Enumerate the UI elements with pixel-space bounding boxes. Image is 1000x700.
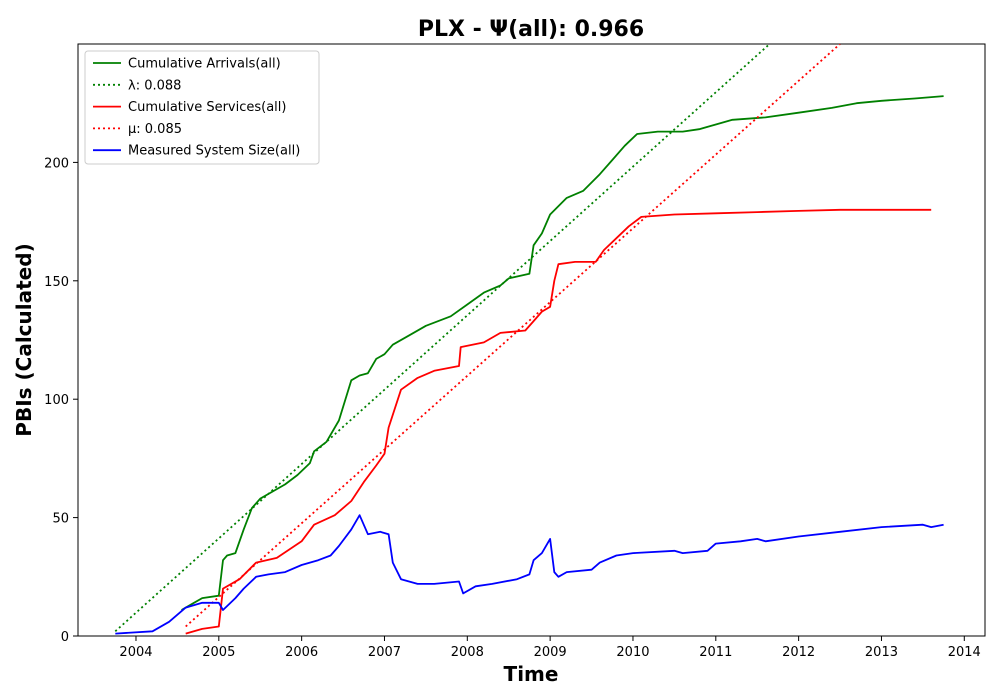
- y-tick-label: 50: [52, 512, 69, 527]
- x-tick-label: 2007: [368, 645, 401, 660]
- chart-title: PLX - Ψ(all): 0.966: [418, 17, 644, 42]
- x-tick-label: 2005: [202, 645, 235, 660]
- series-line-1: [114, 44, 771, 632]
- series-line-2: [185, 208, 932, 635]
- x-tick-label: 2008: [451, 645, 484, 660]
- y-axis-label: PBIs (Calculated): [12, 243, 36, 436]
- x-tick-label: 2004: [119, 645, 152, 660]
- x-tick-label: 2014: [948, 645, 981, 660]
- legend-label-0: Cumulative Arrivals(all): [128, 57, 281, 72]
- series-layer: [114, 44, 944, 635]
- x-tick-label: 2009: [534, 645, 567, 660]
- tick-layer: 2004 2005 2006 2007 2008 2009 2010 2011 2012 2013…: [44, 156, 981, 660]
- series-line-4: [115, 514, 944, 635]
- y-tick-label: 0: [61, 630, 69, 645]
- x-axis-label: Time: [504, 662, 559, 686]
- legend: Cumulative Arrivals(all) λ: 0.088 Cumulati…: [84, 50, 320, 165]
- x-tick-label: 2010: [616, 645, 649, 660]
- y-tick-label: 100: [44, 393, 69, 408]
- legend-box: [84, 50, 320, 165]
- legend-label-2: Cumulative Services(all): [128, 100, 286, 115]
- y-tick-label: 150: [44, 275, 69, 290]
- y-tick-label: 200: [44, 156, 69, 171]
- legend-label-1: λ: 0.088: [128, 78, 181, 93]
- x-tick-label: 2013: [865, 645, 898, 660]
- series-line-0: [181, 95, 944, 611]
- x-tick-label: 2012: [782, 645, 815, 660]
- legend-label-3: μ: 0.085: [128, 122, 182, 137]
- plot-frame: [77, 43, 986, 637]
- series-line-3: [185, 44, 841, 628]
- x-tick-label: 2011: [699, 645, 732, 660]
- x-tick-label: 2006: [285, 645, 318, 660]
- legend-label-4: Measured System Size(all): [128, 144, 300, 159]
